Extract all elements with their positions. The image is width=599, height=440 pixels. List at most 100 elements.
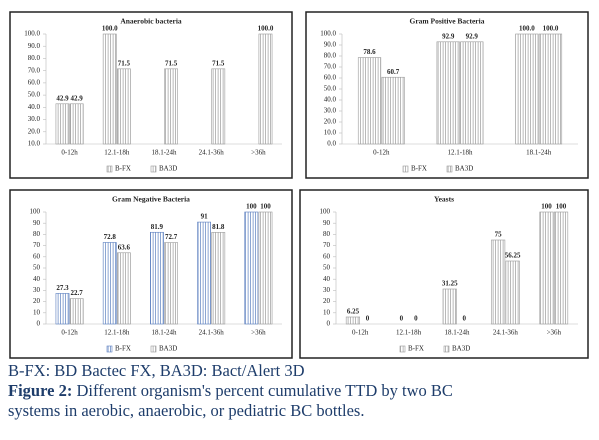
- value-label: 81.8: [212, 223, 225, 231]
- y-tick-label: 80: [33, 230, 41, 238]
- panel-frame: [9, 11, 293, 179]
- y-tick-label: 20: [33, 297, 41, 305]
- bar: [150, 231, 164, 325]
- legend-swatch: [443, 345, 450, 353]
- figure-text: Different organism's percent cumulative …: [8, 381, 453, 420]
- value-label: 100: [541, 203, 552, 211]
- y-tick-label: 50: [323, 264, 331, 272]
- y-tick-label: 80: [323, 230, 331, 238]
- legend-label: BA3D: [452, 345, 470, 353]
- x-tick-label: 12.1-18h: [447, 149, 473, 157]
- legend-label: B-FX: [411, 165, 427, 173]
- y-tick-label: 30.0: [28, 115, 41, 123]
- y-tick-label: 0: [327, 320, 331, 328]
- value-label: 100: [260, 203, 271, 211]
- y-tick-label: 90: [33, 219, 41, 227]
- x-tick-label: >36h: [251, 149, 266, 157]
- y-tick-label: 30: [33, 286, 41, 294]
- y-tick-label: 100: [320, 208, 331, 216]
- y-tick-label: 20.0: [28, 127, 41, 135]
- value-label: 71.5: [118, 59, 131, 67]
- value-label: 100.0: [258, 25, 274, 33]
- y-tick-label: 20: [323, 297, 331, 305]
- y-tick-label: 10: [323, 308, 331, 316]
- bar: [505, 260, 520, 325]
- bar: [357, 57, 382, 145]
- bar: [442, 288, 457, 325]
- caption-note: B-FX: BD Bactec FX, BA3D: Bact/Alert 3D: [8, 361, 305, 380]
- y-tick-label: 90: [323, 219, 331, 227]
- x-tick-label: 18.1-24h: [444, 329, 470, 337]
- legend-label: B-FX: [408, 345, 424, 353]
- chart-title: Gram Negative Bacteria: [112, 195, 190, 204]
- bar: [117, 252, 131, 325]
- x-tick-label: 0-12h: [352, 329, 369, 337]
- y-tick-label: 40.0: [28, 103, 41, 111]
- caption: B-FX: BD Bactec FX, BA3D: Bact/Alert 3D …: [8, 361, 478, 421]
- legend-label: B-FX: [115, 165, 131, 173]
- value-label: 0: [414, 315, 418, 323]
- y-tick-label: 80.0: [324, 52, 337, 60]
- chart-title: Anaerobic bacteria: [120, 17, 182, 26]
- bar: [515, 33, 539, 145]
- legend-swatch: [402, 165, 409, 173]
- y-tick-label: 20.0: [324, 118, 337, 126]
- bar: [55, 293, 70, 325]
- x-tick-label: 18.1-24h: [151, 329, 177, 337]
- legend-label: BA3D: [455, 165, 473, 173]
- y-tick-label: 40: [323, 275, 331, 283]
- value-label: 100: [246, 203, 257, 211]
- value-label: 0: [400, 315, 404, 323]
- legend-label: BA3D: [159, 165, 177, 173]
- value-label: 71.5: [212, 59, 225, 67]
- value-label: 31.25: [442, 280, 458, 288]
- x-tick-label: 0-12h: [373, 149, 390, 157]
- y-tick-label: 50: [33, 264, 41, 272]
- value-label: 0: [463, 315, 467, 323]
- value-label: 72.7: [165, 233, 178, 241]
- y-tick-label: 10.0: [28, 140, 41, 148]
- y-tick-label: 100: [30, 208, 41, 216]
- bar: [258, 33, 273, 145]
- y-tick-label: 100.0: [320, 30, 336, 38]
- bar: [117, 68, 131, 145]
- x-tick-label: 24.1-36h: [199, 329, 225, 337]
- value-label: 100: [556, 203, 567, 211]
- value-label: 81.9: [151, 223, 164, 231]
- legend-swatch: [399, 345, 406, 353]
- y-tick-label: 70.0: [28, 66, 41, 74]
- x-tick-label: >36h: [547, 329, 562, 337]
- value-label: 60.7: [387, 68, 400, 76]
- y-tick-label: 60: [33, 252, 41, 260]
- y-tick-label: 40: [33, 275, 41, 283]
- bar: [436, 41, 460, 145]
- bar: [197, 221, 211, 325]
- y-tick-label: 100.0: [24, 30, 40, 38]
- value-label: 100.0: [102, 25, 118, 33]
- x-tick-label: 18.1-24h: [526, 149, 552, 157]
- bar: [539, 211, 554, 325]
- x-tick-label: 24.1-36h: [493, 329, 519, 337]
- bar: [381, 76, 405, 145]
- x-tick-label: 12.1-18h: [104, 149, 130, 157]
- y-tick-label: 60.0: [28, 78, 41, 86]
- bar: [258, 211, 273, 325]
- bar: [102, 242, 117, 325]
- chart-title: Yeasts: [434, 195, 454, 204]
- legend-label: B-FX: [115, 345, 131, 353]
- bar: [553, 211, 569, 325]
- legend-swatch: [106, 345, 113, 353]
- bar: [69, 103, 84, 145]
- value-label: 63.6: [118, 243, 131, 251]
- bar: [55, 103, 70, 145]
- caption-figure: Figure 2: Different organism's percent c…: [8, 381, 478, 421]
- bar: [164, 68, 178, 145]
- legend-swatch: [106, 165, 113, 173]
- y-tick-label: 90.0: [324, 41, 337, 49]
- y-tick-label: 0.0: [327, 140, 336, 148]
- value-label: 6.25: [347, 308, 360, 316]
- y-tick-label: 70: [323, 241, 331, 249]
- legend-swatch: [150, 165, 157, 173]
- y-tick-label: 60.0: [324, 74, 337, 82]
